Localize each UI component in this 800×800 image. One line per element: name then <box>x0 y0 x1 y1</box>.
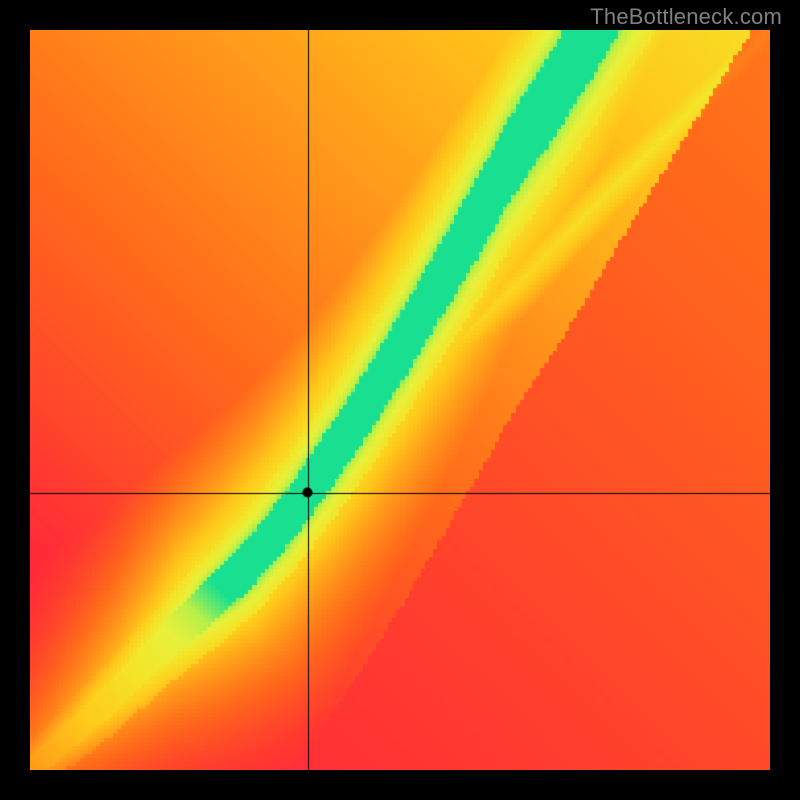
heatmap-canvas <box>30 30 770 770</box>
watermark-text: TheBottleneck.com <box>590 4 782 30</box>
chart-container: TheBottleneck.com <box>0 0 800 800</box>
heatmap-plot <box>30 30 770 770</box>
